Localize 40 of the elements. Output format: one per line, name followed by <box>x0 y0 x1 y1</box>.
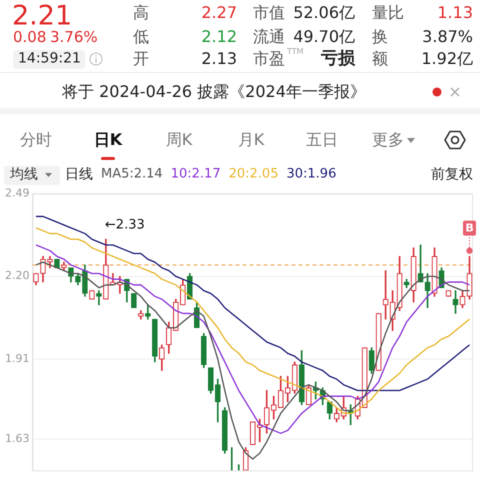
text: 换 <box>372 27 388 46</box>
text: 亏损 <box>321 48 355 69</box>
text: 20:2.05 <box>228 166 278 183</box>
text: 量比 <box>372 3 404 22</box>
text: MA5:2.14 <box>101 166 163 183</box>
text: 2.27 <box>201 3 237 22</box>
text: 2.12 <box>201 27 237 46</box>
text: 2.13 <box>201 49 237 68</box>
text: 将于 2024-04-26 披露《2024年一季报》 <box>62 82 366 102</box>
text: 五日 <box>306 130 338 150</box>
text: 均线 <box>10 166 38 183</box>
candlestick <box>452 290 458 314</box>
text: 市值 <box>253 3 285 22</box>
text: 高 <box>133 3 149 22</box>
text: 流通 <box>253 27 285 46</box>
text: 10:2.17 <box>170 166 221 183</box>
text: 周K <box>166 130 192 150</box>
text: 分时 <box>20 130 52 150</box>
legend-title: 日线 <box>65 166 93 183</box>
text: 前复权 <box>431 166 473 183</box>
text: 低 <box>133 27 149 46</box>
text: 日K <box>94 130 122 150</box>
annotation: ←2.33 <box>104 218 145 233</box>
text: 3.87% <box>422 27 473 46</box>
text: 30:1.96 <box>286 166 336 183</box>
y-tick-label: 2.49 <box>4 186 30 200</box>
data-label: B <box>465 222 474 235</box>
text: 1.13 <box>437 3 473 22</box>
y-tick-label: 2.20 <box>4 269 30 282</box>
text: 月K <box>238 130 264 150</box>
text: 开 <box>133 49 149 68</box>
y-tick-label: 1.91 <box>4 352 30 365</box>
text: 1.92亿 <box>421 49 473 68</box>
text: 更多 <box>372 130 404 150</box>
text: 49.70亿 <box>293 27 355 46</box>
y-tick-label: 1.63 <box>4 432 30 445</box>
text: 52.06亿 <box>293 3 355 22</box>
text: 市盈$^{TTM}$ <box>253 47 304 68</box>
text: 额 <box>372 49 388 68</box>
text: 14:59:21 <box>18 50 81 67</box>
